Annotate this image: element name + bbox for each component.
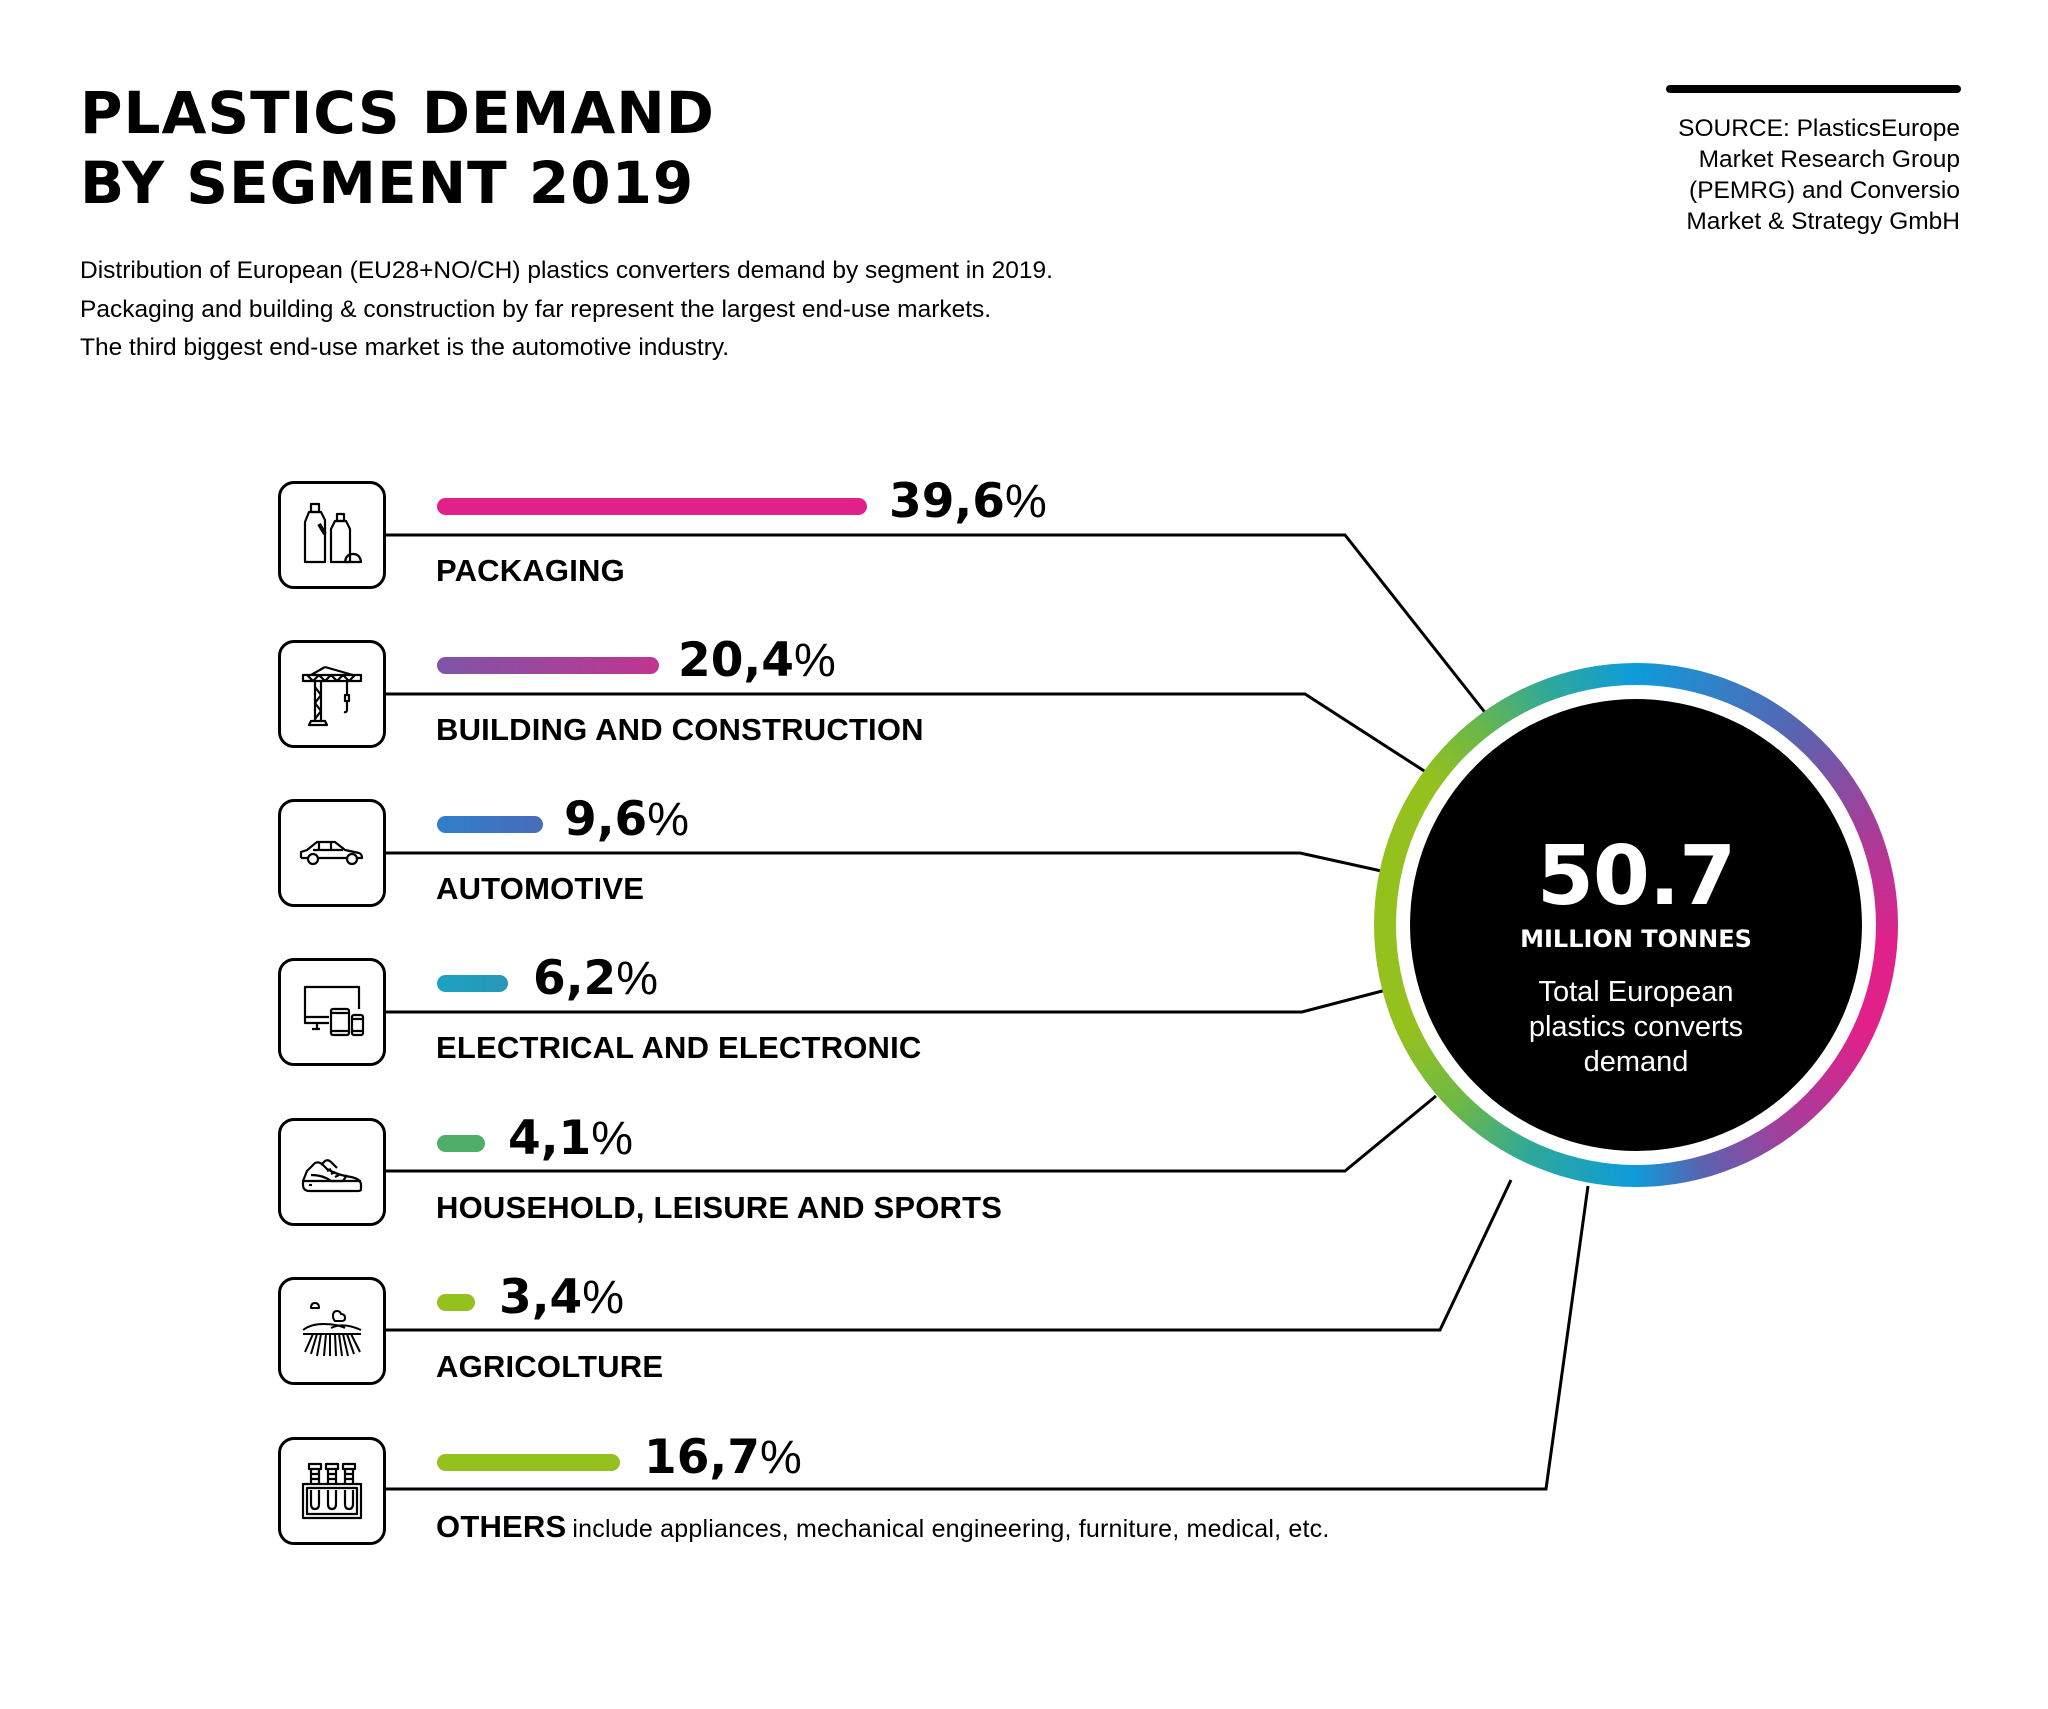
- label-packaging: PACKAGING: [436, 553, 625, 589]
- percent-sign: %: [582, 1270, 625, 1323]
- connector-agriculture: [386, 1179, 1513, 1332]
- segment-name: HOUSEHOLD, LEISURE AND SPORTS: [436, 1190, 1003, 1225]
- description-line-2: plastics converts: [1528, 1011, 1744, 1043]
- bottles-icon: [278, 481, 386, 589]
- segment-row-packaging: 39,6% PACKAGING: [278, 474, 1478, 593]
- value-electrical: 6,2%: [533, 950, 658, 1007]
- bar-others: [437, 1454, 620, 1471]
- label-others: OTHERS include appliances, mechanical eng…: [436, 1509, 1329, 1547]
- bar-electrical: [437, 975, 508, 992]
- label-agriculture: AGRICOLTURE: [436, 1349, 663, 1385]
- connector-household: [386, 1094, 1437, 1173]
- source-line-4: Market & Strategy GmbH: [1686, 208, 1960, 235]
- connector-building: [386, 692, 1433, 778]
- value-building: 20,4%: [678, 632, 836, 689]
- percent-sign: %: [591, 1111, 634, 1164]
- description-line-1: Total European: [1538, 976, 1734, 1008]
- source-note: SOURCE: PlasticsEurope Market Research G…: [1678, 113, 1960, 237]
- label-household: HOUSEHOLD, LEISURE AND SPORTS: [436, 1190, 1002, 1226]
- segment-name: ELECTRICAL AND ELECTRONIC: [436, 1030, 922, 1065]
- title-line-1: PLASTICS DEMAND: [80, 79, 715, 147]
- segment-row-electrical: 6,2% ELECTRICAL AND ELECTRONIC: [278, 951, 1478, 1070]
- value-others: 16,7%: [644, 1429, 802, 1486]
- total-unit: MILLION TONNES: [1520, 925, 1752, 953]
- segment-name: AGRICOLTURE: [436, 1349, 664, 1384]
- label-building: BUILDING AND CONSTRUCTION: [436, 712, 924, 748]
- value-number: 3,4: [499, 1270, 583, 1325]
- segment-name: BUILDING AND CONSTRUCTION: [436, 712, 924, 747]
- source-divider: [1666, 85, 1961, 93]
- segment-row-building: 20,4% BUILDING AND CONSTRUCTION: [278, 633, 1478, 752]
- subtitle-line-1: Distribution of European (EU28+NO/CH) pl…: [80, 257, 1053, 284]
- subtitle-line-3: The third biggest end-use market is the …: [80, 334, 730, 361]
- label-automotive: AUTOMOTIVE: [436, 871, 644, 907]
- total-description: Total European plastics converts demand: [1410, 975, 1862, 1080]
- connector-automotive: [386, 851, 1387, 874]
- segment-row-automotive: 9,6% AUTOMOTIVE: [278, 792, 1478, 911]
- segment-name: OTHERS: [436, 1509, 567, 1544]
- source-line-2: Market Research Group: [1698, 146, 1960, 173]
- car-icon: [278, 799, 386, 907]
- source-line-1: SOURCE: PlasticsEurope: [1678, 115, 1960, 142]
- value-number: 9,6: [564, 792, 648, 847]
- bar-household: [437, 1135, 485, 1152]
- segment-row-others: 16,7% OTHERS include appliances, mechanic…: [278, 1430, 1478, 1549]
- sneaker-icon: [278, 1118, 386, 1226]
- connector-others: [386, 1185, 1590, 1491]
- description-line-3: demand: [1583, 1046, 1689, 1078]
- value-automotive: 9,6%: [564, 791, 689, 848]
- subtitle: Distribution of European (EU28+NO/CH) pl…: [80, 252, 1053, 368]
- percent-sign: %: [616, 951, 659, 1004]
- crane-icon: [278, 640, 386, 748]
- segment-name: AUTOMOTIVE: [436, 871, 645, 906]
- value-agriculture: 3,4%: [499, 1269, 624, 1326]
- source-line-3: (PEMRG) and Conversio: [1689, 177, 1960, 204]
- value-number: 20,4: [678, 633, 794, 688]
- connector-electrical: [386, 988, 1387, 1014]
- value-number: 39,6: [889, 474, 1005, 529]
- page-title: PLASTICS DEMAND BY SEGMENT 2019: [80, 78, 715, 218]
- others-note: include appliances, mechanical engineeri…: [572, 1515, 1330, 1543]
- total-core: 50.7 MILLION TONNES Total European plast…: [1410, 699, 1862, 1151]
- segment-name: PACKAGING: [436, 553, 625, 588]
- segment-row-agriculture: 3,4% AGRICOLTURE: [278, 1270, 1478, 1389]
- percent-sign: %: [759, 1430, 802, 1483]
- label-electrical: ELECTRICAL AND ELECTRONIC: [436, 1030, 922, 1066]
- total-value: 50.7: [1536, 829, 1736, 924]
- bar-packaging: [437, 498, 867, 515]
- value-number: 4,1: [508, 1111, 592, 1166]
- test-tubes-icon: [278, 1437, 386, 1545]
- value-household: 4,1%: [508, 1110, 633, 1167]
- devices-icon: [278, 958, 386, 1066]
- value-packaging: 39,6%: [889, 473, 1047, 530]
- subtitle-line-2: Packaging and building & construction by…: [80, 295, 992, 323]
- bar-agriculture: [437, 1294, 475, 1311]
- percent-sign: %: [647, 792, 690, 845]
- total-circle: 50.7 MILLION TONNES Total European plast…: [1374, 663, 1898, 1187]
- bar-automotive: [437, 816, 543, 833]
- value-number: 6,2: [533, 951, 617, 1006]
- value-number: 16,7: [644, 1430, 760, 1485]
- title-line-2: BY SEGMENT 2019: [80, 149, 695, 217]
- percent-sign: %: [793, 633, 836, 686]
- percent-sign: %: [1004, 474, 1047, 527]
- connector-packaging: [386, 533, 1489, 716]
- field-icon: [278, 1277, 386, 1385]
- segment-row-household: 4,1% HOUSEHOLD, LEISURE AND SPORTS: [278, 1111, 1478, 1230]
- bar-building: [437, 657, 659, 674]
